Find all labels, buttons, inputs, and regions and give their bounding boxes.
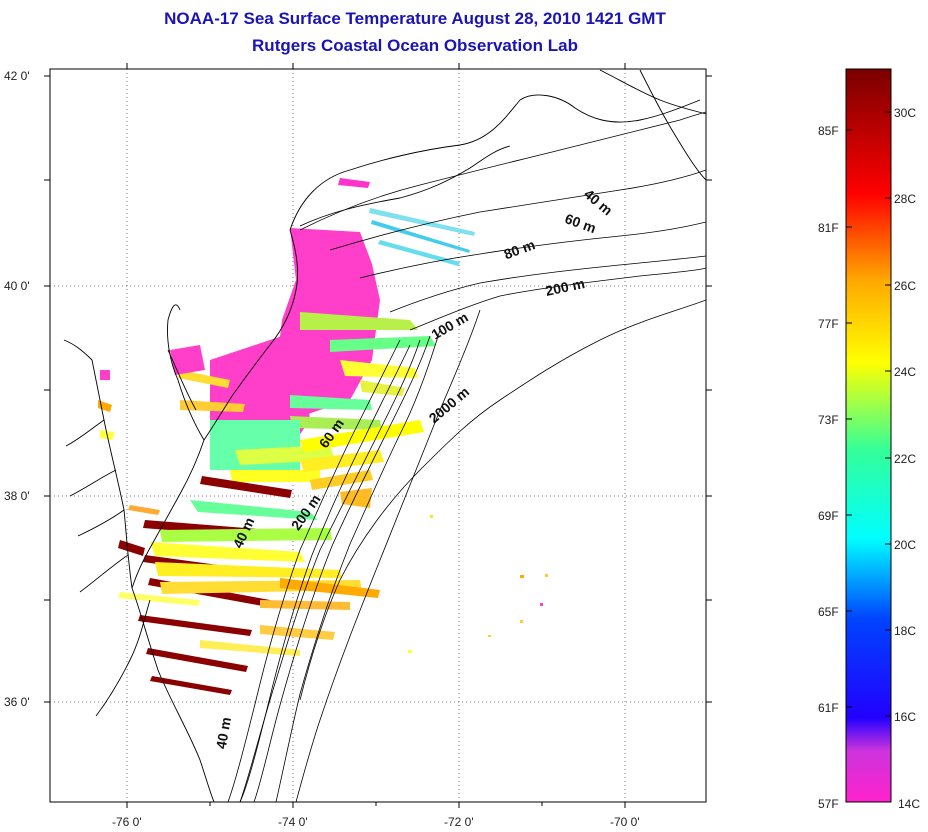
cb-f-65: 65F (818, 605, 839, 619)
depth-contours (227, 111, 706, 802)
cb-f-61: 61F (818, 701, 839, 715)
cb-c-20: 20C (894, 538, 916, 552)
lat-label-38: 38 0' (4, 489, 30, 503)
coastline (63, 69, 706, 802)
cb-c-26: 26C (894, 279, 916, 293)
cb-c-22: 22C (894, 452, 916, 466)
cb-c-18: 18C (894, 624, 916, 638)
lon-label-70: -70 0' (610, 815, 640, 829)
cb-c-14: 14C (898, 797, 920, 811)
lon-label-74: -74 0' (278, 815, 308, 829)
lat-label-40: 40 0' (4, 279, 30, 293)
sst-speckles (408, 515, 548, 653)
lat-label-42: 42 0' (4, 69, 30, 83)
cb-f-73: 73F (818, 413, 839, 427)
graticule (50, 69, 706, 802)
cb-f-57: 57F (818, 797, 839, 811)
cb-f-81: 81F (818, 221, 839, 235)
depth-label-40m-south: 40 m (213, 716, 234, 750)
cb-f-77: 77F (818, 317, 839, 331)
frame-ticks (44, 63, 712, 808)
lat-label-36: 36 0' (4, 695, 30, 709)
cb-c-24: 24C (894, 365, 916, 379)
lon-label-76: -76 0' (112, 815, 142, 829)
colorbar: 85F 81F 77F 73F 69F 65F 61F 57F 30C 28C … (818, 68, 920, 811)
sst-swaths (98, 178, 475, 695)
cb-f-85: 85F (818, 124, 839, 138)
colorbar-gradient (845, 68, 892, 803)
lon-label-72: -72 0' (444, 815, 474, 829)
cb-c-16: 16C (894, 710, 916, 724)
cb-c-28: 28C (894, 192, 916, 206)
cb-f-69: 69F (818, 509, 839, 523)
cb-c-30: 30C (894, 106, 916, 120)
map-title: NOAA-17 Sea Surface Temperature August 2… (164, 9, 666, 28)
map-subtitle: Rutgers Coastal Ocean Observation Lab (252, 36, 578, 55)
